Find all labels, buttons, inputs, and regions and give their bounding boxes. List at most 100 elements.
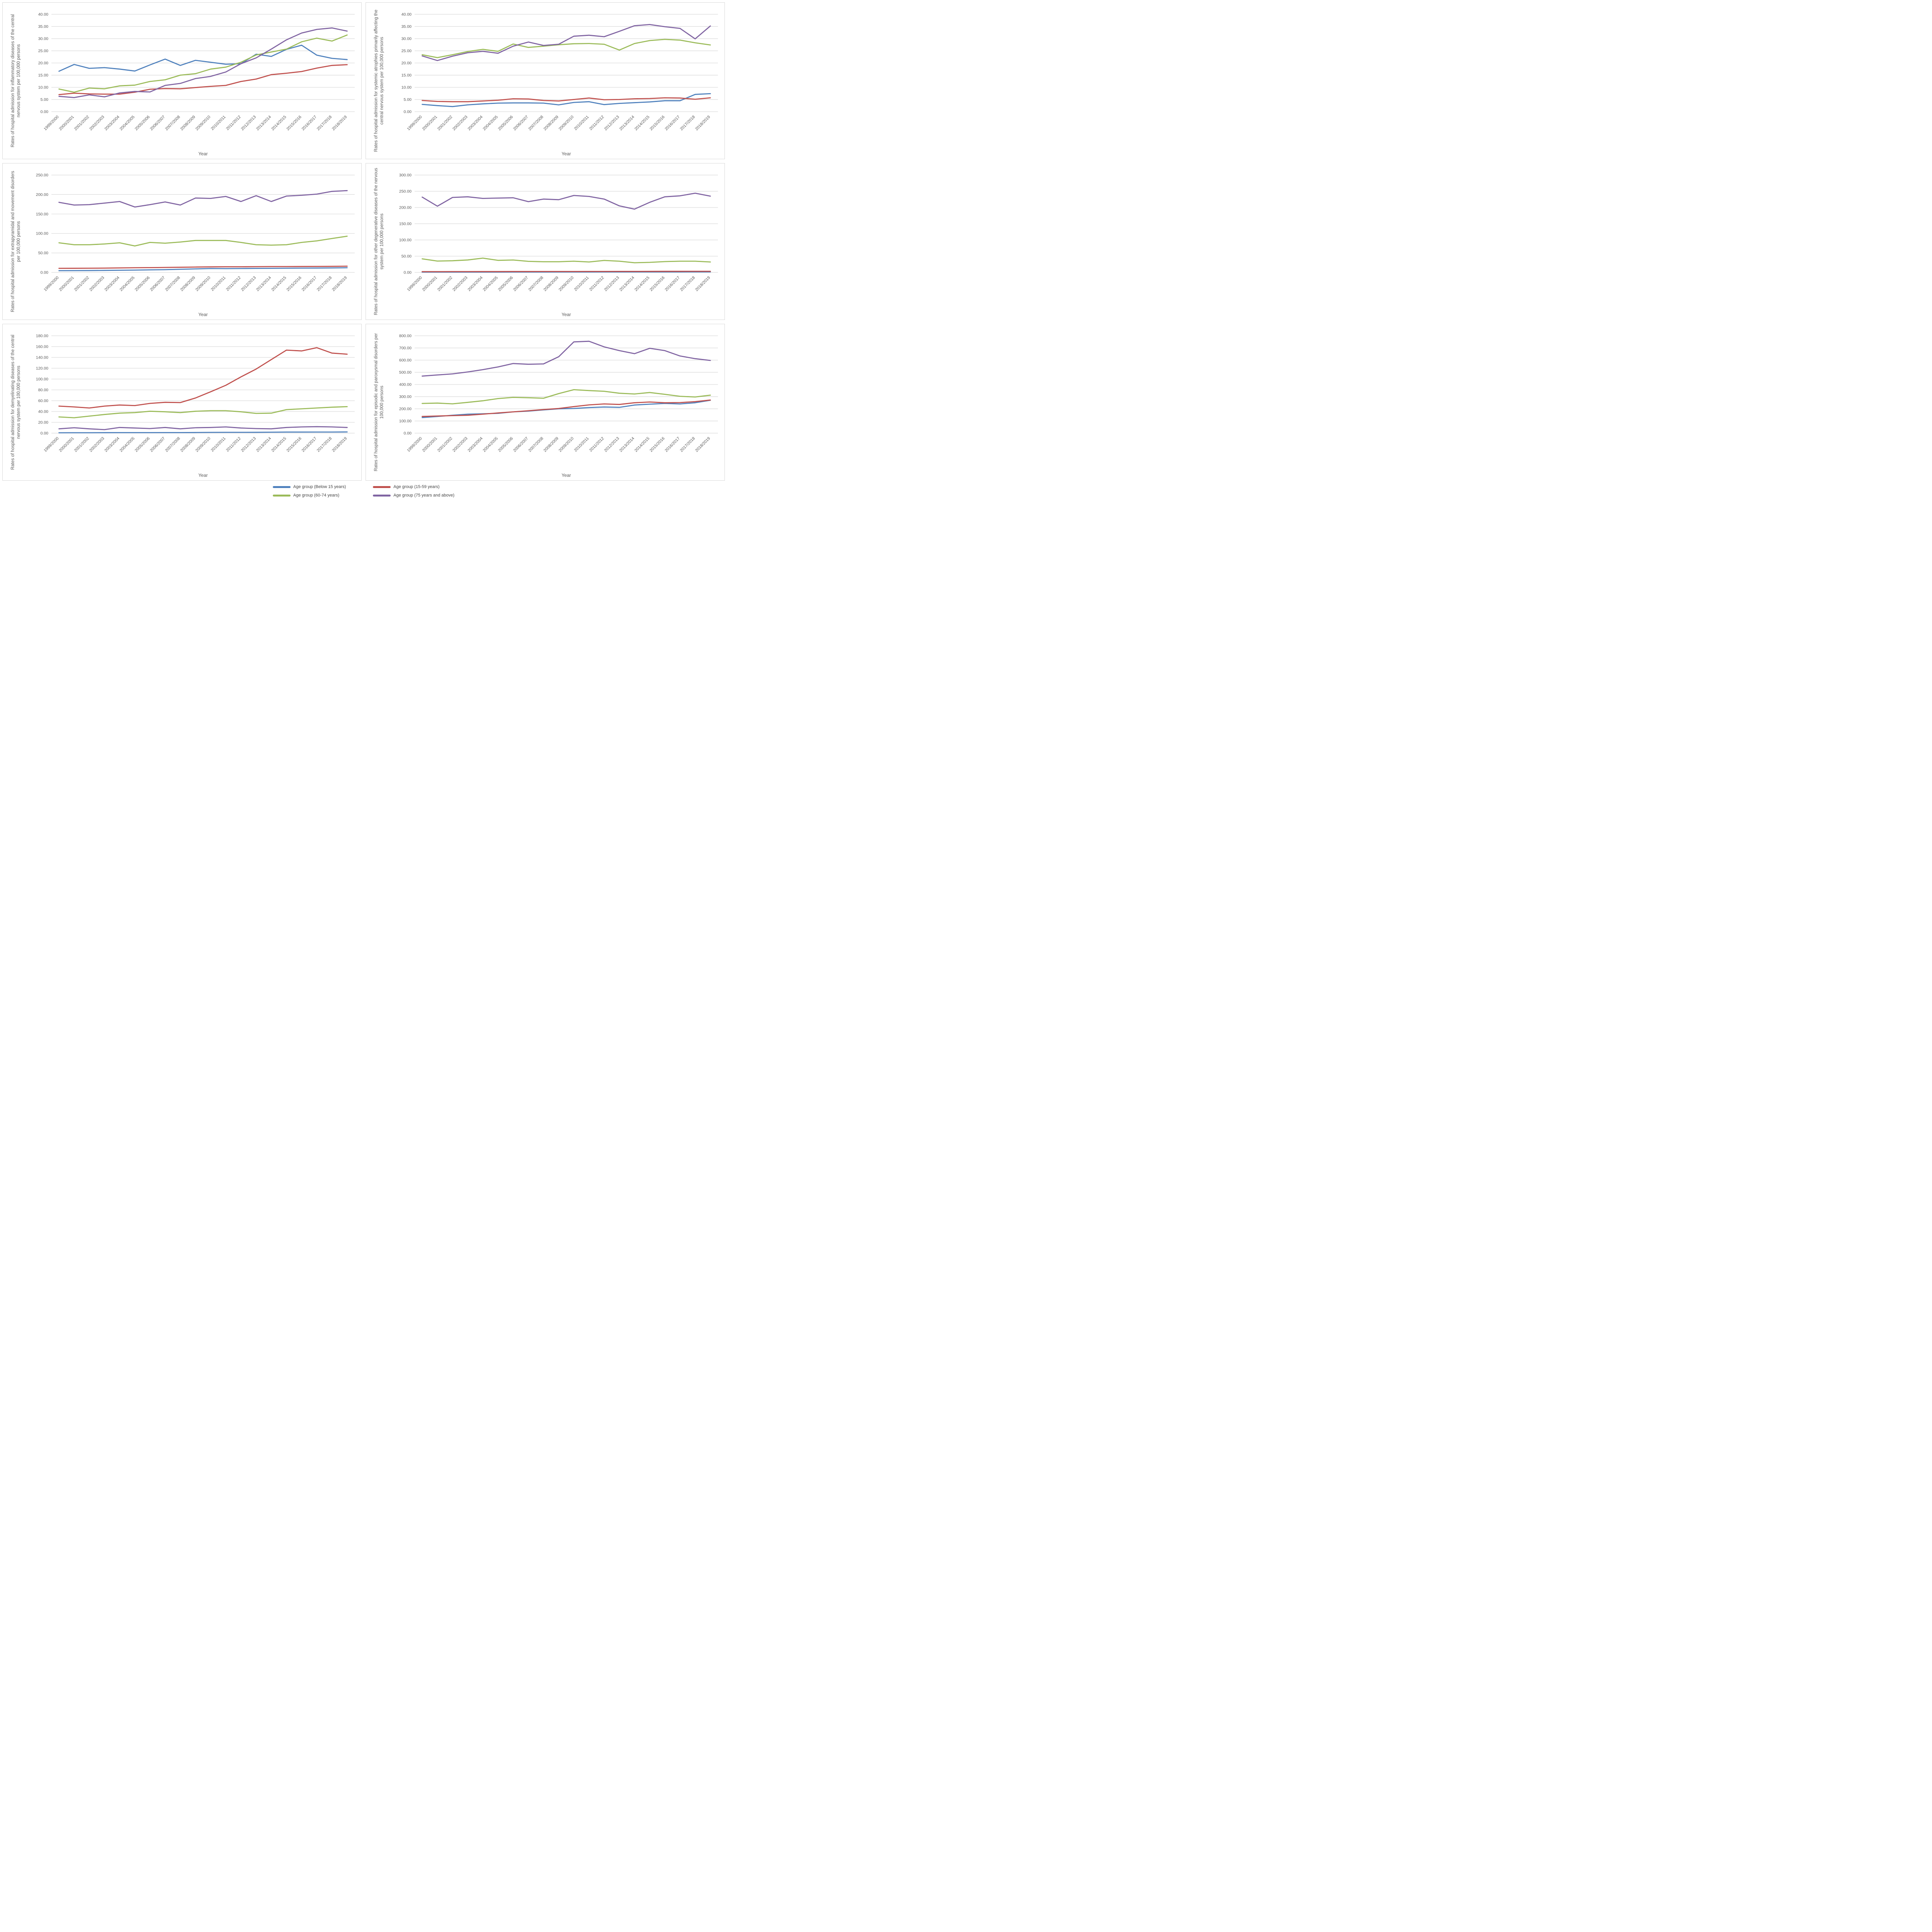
x-tick-label: 2016/2017: [664, 276, 681, 293]
y-axis-title-container: Rates of hospital admission for systemic…: [367, 3, 391, 158]
x-tick-label: 2013/2014: [255, 436, 272, 453]
x-tick-label: 2007/2008: [164, 276, 181, 293]
y-tick-label: 600.00: [399, 358, 412, 363]
y-tick-label: 20.00: [38, 61, 48, 66]
series-line-60_74: [422, 257, 711, 264]
y-tick-label: 50.00: [401, 254, 412, 259]
y-tick-label: 800.00: [399, 334, 412, 338]
chart-panel-5: Rates of hospital admission for demyelin…: [2, 324, 362, 481]
x-tick-label: 2009/2010: [558, 276, 575, 293]
x-tick-label: 2006/2007: [149, 115, 166, 132]
x-tick-label: 2009/2010: [558, 115, 575, 132]
x-tick-label: 2011/2012: [588, 436, 605, 453]
x-tick-label: 2015/2016: [649, 436, 666, 453]
x-tick-label: 2002/2003: [452, 276, 469, 293]
y-tick-label: 0.00: [41, 110, 49, 114]
x-tick-label: 1999/2000: [406, 115, 423, 132]
x-tick-label: 2015/2016: [649, 115, 666, 132]
y-tick-label: 40.00: [38, 12, 48, 17]
x-axis-title: Year: [561, 473, 571, 478]
y-tick-label: 40.00: [38, 410, 48, 414]
x-axis-title: Year: [561, 151, 571, 156]
x-tick-label: 2010/2011: [210, 115, 226, 131]
x-tick-label: 2009/2010: [195, 436, 212, 453]
x-tick-label: 2017/2018: [679, 436, 696, 453]
x-tick-label: 2004/2005: [119, 276, 136, 293]
x-tick-label: 2008/2009: [179, 115, 196, 132]
x-tick-label: 2009/2010: [195, 115, 212, 132]
y-axis-title: Rates of hospital admission for extrapyr…: [10, 171, 21, 312]
x-tick-label: 2008/2009: [543, 436, 560, 453]
x-tick-label: 2005/2006: [134, 436, 151, 453]
x-axis-title: Year: [198, 312, 207, 317]
y-tick-label: 0.00: [404, 110, 412, 114]
x-tick-label: 2014/2015: [270, 436, 287, 453]
series-line-15_59: [58, 64, 348, 95]
x-tick-label: 2012/2013: [603, 436, 620, 453]
x-tick-label: 1999/2000: [43, 436, 60, 453]
legend-swatch-60_74: [272, 494, 291, 497]
x-tick-label: 2016/2017: [301, 115, 318, 132]
legend-item-60_74: Age group (60-74 years): [272, 493, 346, 498]
x-tick-label: 2000/2001: [58, 436, 75, 453]
x-tick-label: 2013/2014: [619, 436, 636, 453]
series-line-60_74: [58, 235, 348, 247]
y-tick-label: 500.00: [399, 370, 412, 375]
series-line-75_above: [422, 192, 711, 210]
y-tick-label: 400.00: [399, 383, 412, 387]
x-tick-label: 2003/2004: [467, 276, 484, 293]
chart-svg-5: 0.00 20.00 40.00 60.00 80.00 100.00 120.00 140.…: [36, 334, 355, 478]
x-tick-label: 2001/2002: [437, 276, 454, 293]
x-tick-label: 2009/2010: [195, 276, 212, 293]
x-tick-label: 2000/2001: [421, 276, 438, 293]
y-tick-label: 300.00: [399, 395, 412, 399]
chart-panel-3: Rates of hospital admission for extrapyr…: [2, 163, 362, 320]
chart-svg-6: 0.00 100.00 200.00 300.00 400.00 500.00 600.00…: [399, 334, 718, 478]
x-tick-label: 2015/2016: [286, 436, 303, 453]
y-tick-label: 50.00: [38, 251, 48, 255]
x-tick-label: 2004/2005: [482, 115, 499, 132]
x-tick-label: 2013/2014: [255, 115, 272, 132]
x-tick-label: 2011/2012: [225, 436, 242, 453]
x-tick-label: 2012/2013: [240, 276, 257, 293]
x-tick-label: 2000/2001: [58, 115, 75, 132]
series-line-75_above: [58, 27, 348, 98]
x-tick-label: 2005/2006: [134, 115, 151, 132]
x-tick-label: 2011/2012: [588, 276, 605, 292]
x-tick-label: 2000/2001: [421, 436, 438, 453]
y-axis-title-container: Rates of hospital admission for extrapyr…: [3, 164, 28, 319]
x-tick-label: 2006/2007: [149, 436, 166, 453]
series-line-75_above: [422, 340, 711, 377]
x-tick-label: 2007/2008: [164, 115, 181, 132]
legend-label: Age group (Below 15 years): [293, 485, 346, 489]
y-axis-title: Rates of hospital admission for other de…: [374, 168, 384, 315]
x-tick-label: 2003/2004: [104, 115, 121, 132]
chart-panel-1: Rates of hospital admission for inflamma…: [2, 2, 362, 159]
y-tick-label: 10.00: [38, 85, 48, 90]
x-tick-label: 2005/2006: [497, 276, 514, 293]
y-tick-label: 10.00: [401, 85, 412, 90]
x-tick-label: 2007/2008: [527, 115, 544, 132]
x-tick-label: 2008/2009: [543, 276, 560, 293]
page: Rates of hospital admission for inflamma…: [0, 0, 727, 502]
y-tick-label: 0.00: [404, 431, 412, 436]
y-tick-label: 35.00: [401, 24, 412, 29]
legend-label: Age group (15-59 years): [393, 485, 440, 489]
x-tick-label: 2008/2009: [179, 276, 196, 293]
x-tick-label: 2018/2019: [331, 276, 348, 293]
x-tick-label: 2000/2001: [421, 115, 438, 132]
x-tick-label: 2008/2009: [543, 115, 560, 132]
chart-svg-2: 0.00 5.00 10.00 15.00 20.00 25.00 30.00 35.00 40…: [401, 12, 718, 156]
chart-panel-2: Rates of hospital admission for systemic…: [366, 2, 725, 159]
x-tick-label: 2003/2004: [467, 115, 484, 132]
x-tick-label: 2006/2007: [149, 276, 166, 293]
x-tick-label: 2001/2002: [437, 115, 454, 132]
chart-svg-4: 0.00 50.00 100.00 150.00 200.00 250.00 300.00 1…: [399, 173, 718, 317]
x-tick-label: 1999/2000: [43, 115, 60, 132]
x-tick-label: 2014/2015: [270, 115, 287, 132]
series-line-below15: [422, 93, 711, 107]
y-tick-label: 250.00: [36, 173, 48, 178]
y-tick-label: 160.00: [36, 345, 48, 349]
x-tick-label: 2017/2018: [316, 115, 333, 132]
y-axis-title: Rates of hospital admission for inflamma…: [10, 14, 21, 148]
